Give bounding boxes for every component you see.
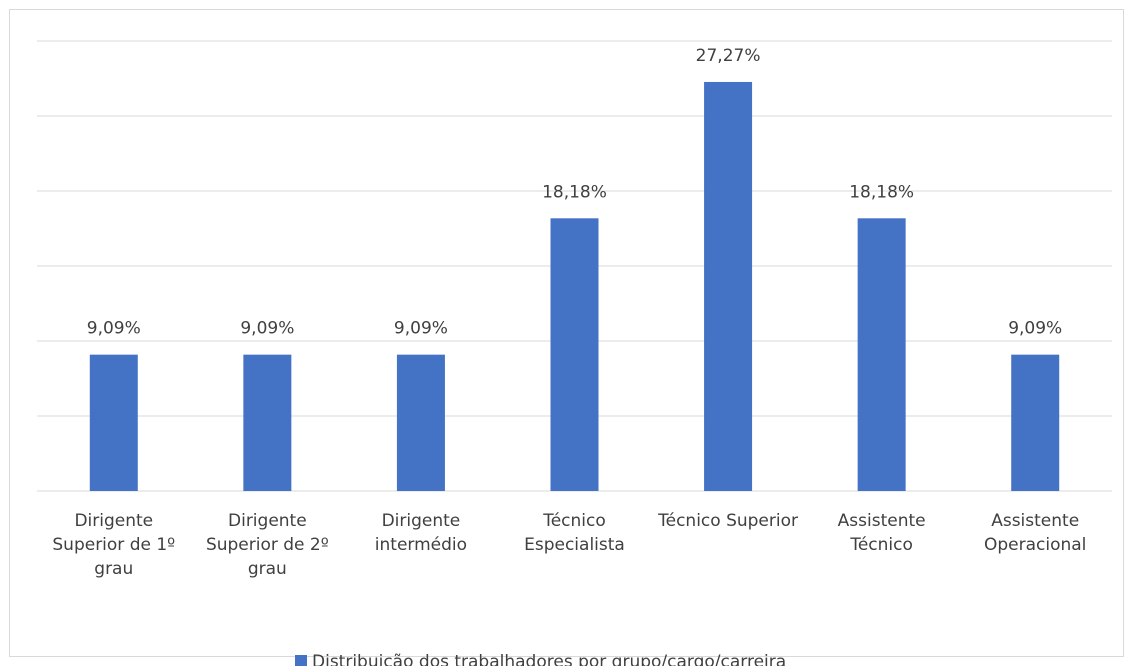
data-label: 9,09% [1008,319,1062,339]
x-tick-label: Dirigente Superior de 2º grau [205,511,329,579]
data-label: 27,27% [696,46,761,66]
x-tick-label-box: Assistente Operacional [983,511,1087,555]
x-tick-label-box: Dirigente intermédio [374,511,468,555]
bar [704,81,753,491]
x-tick-label: Assistente Operacional [983,511,1087,555]
x-tick-label: Dirigente Superior de 1º grau [52,511,176,579]
bar [1011,354,1060,491]
x-tick-label: Dirigente intermédio [374,511,468,555]
x-tick-label: Assistente Técnico [837,511,926,555]
bar [396,354,445,491]
data-label: 9,09% [87,319,141,339]
data-label: 9,09% [394,319,448,339]
bar [550,218,599,492]
legend-swatch [295,655,307,666]
x-tick-label-box: Técnico Superior [658,511,798,531]
x-tick-label: Técnico Especialista [524,511,625,555]
bar [243,354,292,491]
x-tick-label-box: Dirigente Superior de 2º grau [205,511,329,579]
data-label: 18,18% [542,182,607,202]
data-label: 18,18% [849,182,914,202]
x-tick-label: Técnico Superior [658,511,798,531]
bar [857,218,906,492]
bar [89,354,138,491]
x-tick-label-box: Técnico Especialista [524,511,625,555]
data-label: 9,09% [240,319,294,339]
x-tick-label-box: Dirigente Superior de 1º grau [52,511,176,579]
x-tick-label-box: Assistente Técnico [837,511,926,555]
legend-label: Distribuição dos trabalhadores por grupo… [312,652,786,666]
